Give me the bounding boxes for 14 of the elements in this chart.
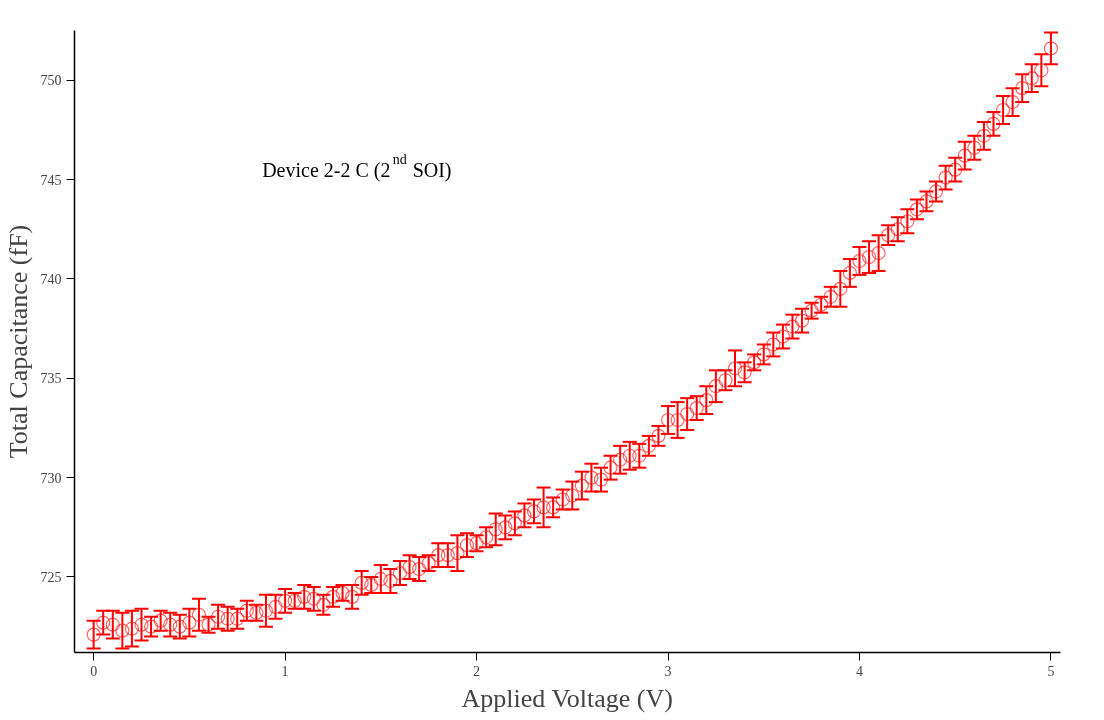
x-tick-label: 1 [281,663,289,679]
x-axis-title: Applied Voltage (V) [461,683,673,713]
x-tick-label: 0 [90,663,98,679]
x-tick-label: 3 [664,663,672,679]
x-tick-label: 2 [473,663,481,679]
y-tick-label: 745 [40,172,62,188]
y-tick-label: 725 [40,569,62,585]
y-axis-title: Total Capacitance (fF) [3,224,33,459]
y-tick-label: 740 [40,271,62,287]
x-tick-label: 4 [855,663,863,679]
y-tick-label: 735 [40,371,62,387]
x-tick-label: 5 [1047,663,1055,679]
y-tick-label: 730 [40,470,62,486]
y-tick-label: 750 [40,73,62,89]
